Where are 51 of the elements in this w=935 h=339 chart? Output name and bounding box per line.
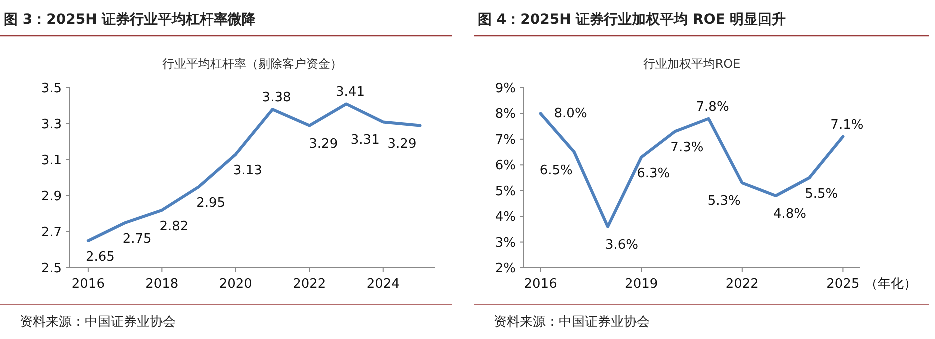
x-tick-label: 2016 [524, 277, 558, 292]
y-tick-label: 3.1 [41, 154, 62, 168]
chart-title: 图 4：2025H 证券行业加权平均 ROE 明显回升 [478, 11, 786, 28]
data-label: 7.8% [696, 100, 730, 115]
y-tick-label: 8% [495, 107, 516, 122]
data-label: 5.3% [708, 194, 741, 210]
y-tick-label: 2.5 [41, 262, 62, 276]
x-tick-label: 2022 [293, 277, 326, 292]
x-tick-label: 2019 [625, 277, 658, 292]
x-tick-label: 2020 [219, 277, 252, 292]
data-label: 3.38 [262, 90, 292, 106]
text: 资料来源：中国证券业协会 [494, 315, 650, 330]
chart-subtitle: 行业平均杠杆率（剔除客户资金） [162, 57, 342, 71]
data-label: 6.5% [540, 163, 573, 178]
data-label: 3.31 [350, 133, 380, 148]
data-label: 3.29 [309, 136, 338, 152]
line-series [86, 102, 422, 242]
data-label: 4.8% [773, 207, 807, 222]
x-tick-label: 2025 [826, 277, 860, 292]
y-tick-label: 7% [495, 132, 516, 148]
y-tick-label: 2.9 [41, 190, 62, 204]
y-tick-label: 3.5 [41, 82, 62, 96]
data-label: 3.13 [233, 164, 262, 179]
x-tick-label: 2018 [146, 277, 179, 292]
data-label: 8.0% [554, 106, 588, 122]
data-label: 2.82 [160, 219, 189, 234]
data-label: 3.41 [336, 85, 365, 100]
y-tick-label: 3.3 [41, 118, 62, 132]
data-label: 2.75 [122, 232, 152, 247]
y-tick-label: 4% [495, 210, 516, 226]
x-tick-label: 2016 [72, 277, 105, 292]
data-label: 6.3% [637, 166, 670, 182]
y-tick-label: 2.7 [41, 226, 62, 240]
data-label: 2.95 [196, 196, 226, 211]
chart-subtitle: 行业加权平均ROE [643, 57, 741, 71]
y-tick-label: 5% [495, 184, 516, 200]
y-tick-label: 3% [495, 236, 516, 251]
y-tick-label: 9% [495, 82, 516, 96]
y-tick-label: 6% [495, 158, 516, 174]
chart-title: 图 3：2025H 证券行业平均杠杆率微降 [4, 11, 258, 28]
data-label: 5.5% [805, 187, 838, 202]
data-label: 2.65 [86, 250, 115, 265]
data-label: 3.29 [388, 136, 417, 152]
text: 资料来源：中国证券业协会 [20, 315, 176, 330]
x-tick-label: 2022 [726, 277, 759, 292]
data-label: 3.6% [605, 238, 639, 253]
x-axis-title: （年化） [865, 277, 918, 292]
data-label: 7.1% [830, 118, 864, 133]
data-label: 7.3% [670, 140, 704, 156]
y-tick-label: 2% [495, 262, 516, 276]
x-tick-label: 2024 [366, 277, 400, 292]
